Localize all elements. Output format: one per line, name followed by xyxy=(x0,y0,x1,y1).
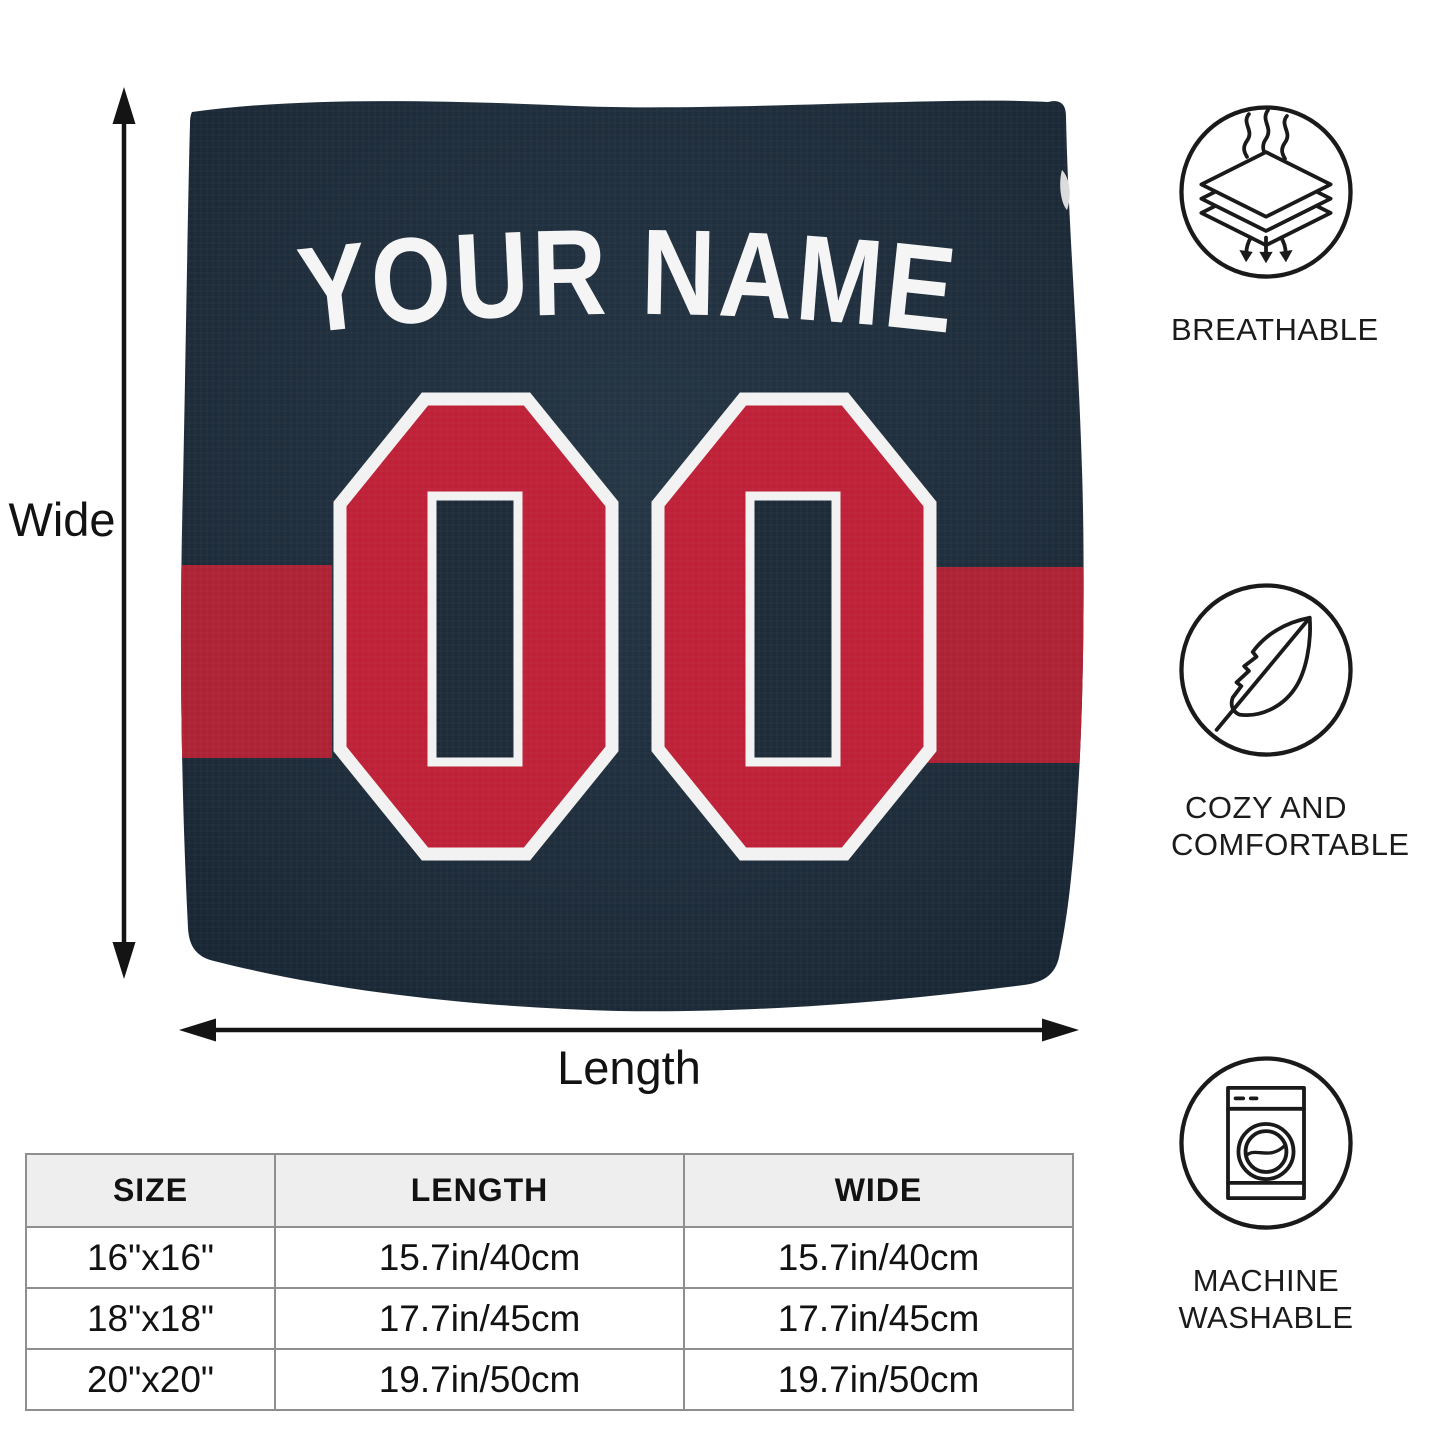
feather-icon xyxy=(1179,583,1353,757)
table-header-cell: LENGTH xyxy=(274,1153,685,1228)
table-row: 18"x18" 17.7in/45cm 17.7in/45cm xyxy=(25,1287,1074,1350)
table-header-cell: WIDE xyxy=(683,1153,1074,1228)
feature-label: MACHINE WASHABLE xyxy=(1178,1263,1354,1335)
feature-label: COZY AND COMFORTABLE xyxy=(1171,790,1410,862)
table-cell: 15.7in/40cm xyxy=(683,1226,1074,1289)
length-label: Length xyxy=(557,1041,701,1094)
fabric-texture xyxy=(180,100,1084,1012)
size-table: SIZE LENGTH WIDE 16"x16" 15.7in/40cm 15.… xyxy=(25,1153,1074,1411)
table-cell: 16"x16" xyxy=(25,1226,276,1289)
table-cell: 18"x18" xyxy=(25,1287,276,1350)
wide-arrow xyxy=(112,87,136,979)
washing-machine-icon xyxy=(1179,1056,1353,1230)
table-row: 16"x16" 15.7in/40cm 15.7in/40cm xyxy=(25,1226,1074,1289)
table-header-cell: SIZE xyxy=(25,1153,276,1228)
wide-label: Wide xyxy=(8,493,116,546)
pillow-illustration: YOUR NAME xyxy=(112,87,1084,1042)
feature-washable: MACHINE WASHABLE xyxy=(1171,1048,1361,1336)
feature-label: BREATHABLE xyxy=(1171,312,1379,347)
table-header-row: SIZE LENGTH WIDE xyxy=(25,1153,1074,1228)
length-arrow xyxy=(179,1018,1079,1042)
feature-breathable: BREATHABLE xyxy=(1171,97,1379,348)
table-cell: 17.7in/45cm xyxy=(274,1287,685,1350)
feature-cozy: COZY AND COMFORTABLE xyxy=(1171,575,1410,863)
breathable-layers-icon xyxy=(1179,105,1353,279)
table-cell: 20"x20" xyxy=(25,1348,276,1411)
table-cell: 19.7in/50cm xyxy=(683,1348,1074,1411)
table-cell: 17.7in/45cm xyxy=(683,1287,1074,1350)
table-cell: 19.7in/50cm xyxy=(274,1348,685,1411)
table-cell: 15.7in/40cm xyxy=(274,1226,685,1289)
table-row: 20"x20" 19.7in/50cm 19.7in/50cm xyxy=(25,1348,1074,1411)
